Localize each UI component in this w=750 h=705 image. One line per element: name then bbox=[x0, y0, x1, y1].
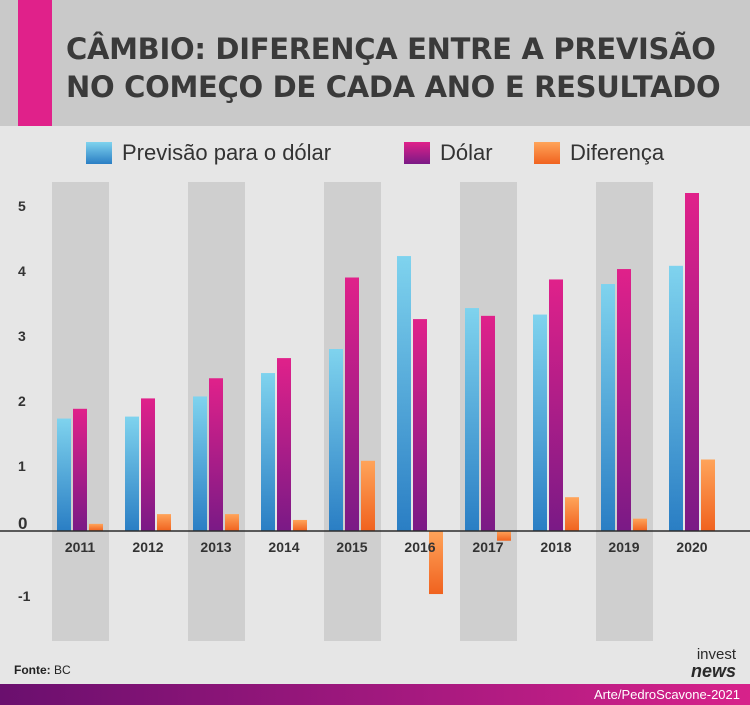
y-tick-label: 5 bbox=[18, 198, 26, 214]
logo-text-bottom: news bbox=[690, 661, 736, 681]
bar-diferenca-2012 bbox=[157, 514, 171, 531]
bar-diferenca-2015 bbox=[361, 460, 375, 531]
legend-label-dolar: Dólar bbox=[440, 140, 493, 165]
bar-previsao-2020 bbox=[669, 265, 683, 531]
source-note: Fonte: BC bbox=[14, 663, 71, 677]
legend-label-diferenca: Diferença bbox=[570, 140, 665, 165]
bar-previsao-2011 bbox=[57, 418, 71, 531]
bar-dolar-2016 bbox=[413, 319, 427, 531]
bar-chart: -1 0 1 2 3 4 5 2011 2012 2013 2014 2015 2016 2017 201… bbox=[0, 182, 750, 642]
bar-dolar-2011 bbox=[73, 408, 87, 531]
bar-previsao-2013 bbox=[193, 396, 207, 531]
bar-previsao-2015 bbox=[329, 349, 343, 531]
x-tick-label-2015: 2015 bbox=[336, 539, 367, 555]
x-tick-label-2013: 2013 bbox=[200, 539, 231, 555]
bar-dolar-2017 bbox=[481, 315, 495, 531]
footer-bar: Arte/PedroScavone-2021 bbox=[0, 684, 750, 705]
chart-title-line-1: CÂMBIO: DIFERENÇA ENTRE A PREVISÃO bbox=[66, 32, 716, 66]
x-tick-label-2018: 2018 bbox=[540, 539, 571, 555]
chart-title-line-2: NO COMEÇO DE CADA ANO E RESULTADO bbox=[66, 70, 721, 104]
bar-dolar-2014 bbox=[277, 358, 291, 531]
y-tick-label: 3 bbox=[18, 328, 26, 344]
y-tick-label: 0 bbox=[18, 514, 27, 533]
bar-dolar-2018 bbox=[549, 279, 563, 531]
y-tick-label: -1 bbox=[18, 588, 31, 604]
x-tick-label-2014: 2014 bbox=[268, 539, 299, 555]
bar-diferenca-2019 bbox=[633, 518, 647, 531]
bar-dolar-2019 bbox=[617, 269, 631, 531]
bar-diferenca-2011 bbox=[89, 523, 103, 531]
x-tick-label-2011: 2011 bbox=[65, 539, 96, 555]
x-tick-label-2020: 2020 bbox=[676, 539, 707, 555]
bar-dolar-2012 bbox=[141, 398, 155, 531]
legend-label-previsao: Previsão para o dólar bbox=[122, 140, 332, 165]
investnews-logo: invest news bbox=[664, 646, 736, 681]
x-tick-label-2016: 2016 bbox=[404, 539, 435, 555]
y-tick-label: 2 bbox=[18, 393, 26, 409]
x-tick-label-2012: 2012 bbox=[132, 539, 163, 555]
accent-bar bbox=[18, 0, 52, 126]
bar-previsao-2019 bbox=[601, 284, 615, 531]
credit: Arte/PedroScavone-2021 bbox=[594, 687, 740, 702]
bar-diferenca-2017 bbox=[497, 531, 511, 541]
x-tick-label-2019: 2019 bbox=[608, 539, 639, 555]
bar-previsao-2018 bbox=[533, 314, 547, 531]
x-tick-label-2017: 2017 bbox=[472, 539, 503, 555]
legend: Previsão para o dólar Dólar Diferença bbox=[0, 126, 750, 182]
bar-previsao-2016 bbox=[397, 256, 411, 531]
bar-previsao-2017 bbox=[465, 308, 479, 531]
header: CÂMBIO: DIFERENÇA ENTRE A PREVISÃO NO CO… bbox=[0, 0, 750, 126]
source-label: Fonte: bbox=[14, 663, 51, 677]
legend-swatch-previsao bbox=[86, 142, 112, 164]
y-tick-label: 1 bbox=[18, 458, 26, 474]
logo-text-top: invest bbox=[696, 646, 736, 663]
y-tick-label: 4 bbox=[18, 263, 26, 279]
bar-diferenca-2016 bbox=[429, 531, 443, 595]
bar-previsao-2014 bbox=[261, 373, 275, 531]
bar-diferenca-2018 bbox=[565, 497, 579, 531]
bar-diferenca-2014 bbox=[293, 519, 307, 531]
legend-swatch-dolar bbox=[404, 142, 430, 164]
bar-diferenca-2020 bbox=[701, 459, 715, 531]
bar-previsao-2012 bbox=[125, 416, 139, 531]
legend-swatch-diferenca bbox=[534, 142, 560, 164]
bar-dolar-2013 bbox=[209, 378, 223, 531]
chart-title: CÂMBIO: DIFERENÇA ENTRE A PREVISÃO NO CO… bbox=[66, 30, 721, 106]
bar-dolar-2015 bbox=[345, 277, 359, 531]
bar-diferenca-2013 bbox=[225, 514, 239, 531]
source-value: BC bbox=[54, 663, 71, 677]
bar-dolar-2020 bbox=[685, 193, 699, 531]
